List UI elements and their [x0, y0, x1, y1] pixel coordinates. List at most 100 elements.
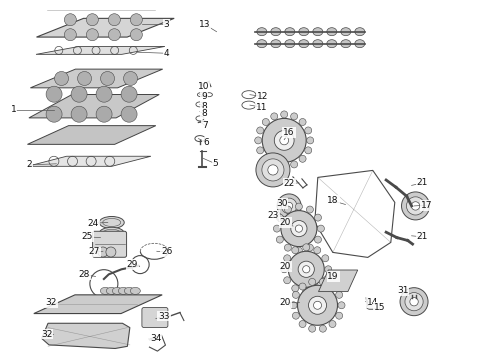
- Polygon shape: [36, 46, 165, 54]
- Text: 16: 16: [283, 128, 295, 137]
- Circle shape: [64, 14, 76, 26]
- Circle shape: [305, 127, 312, 134]
- Text: 20: 20: [279, 298, 291, 307]
- Circle shape: [307, 137, 314, 144]
- FancyBboxPatch shape: [93, 231, 126, 257]
- Circle shape: [400, 288, 428, 316]
- Text: 3: 3: [164, 20, 170, 29]
- Ellipse shape: [355, 40, 365, 48]
- Circle shape: [284, 244, 292, 251]
- Circle shape: [257, 127, 264, 134]
- Circle shape: [271, 161, 278, 168]
- Ellipse shape: [124, 287, 134, 294]
- Circle shape: [256, 153, 290, 187]
- Circle shape: [274, 131, 294, 150]
- Circle shape: [86, 29, 98, 41]
- Text: 8: 8: [201, 109, 207, 118]
- Text: 29: 29: [126, 260, 138, 269]
- Circle shape: [121, 86, 137, 102]
- Polygon shape: [34, 295, 162, 314]
- Text: 6: 6: [203, 138, 209, 147]
- Circle shape: [64, 29, 76, 41]
- Circle shape: [297, 285, 338, 325]
- Circle shape: [100, 72, 115, 85]
- Ellipse shape: [257, 28, 267, 36]
- Circle shape: [303, 288, 310, 295]
- Circle shape: [314, 285, 321, 292]
- Text: 30: 30: [276, 199, 288, 208]
- Ellipse shape: [99, 227, 124, 239]
- Ellipse shape: [327, 28, 337, 36]
- Circle shape: [281, 198, 297, 214]
- Text: 25: 25: [81, 233, 93, 242]
- Circle shape: [318, 225, 324, 232]
- Circle shape: [295, 203, 302, 210]
- Ellipse shape: [313, 40, 323, 48]
- Circle shape: [96, 106, 112, 122]
- Text: 17: 17: [420, 201, 432, 210]
- Circle shape: [281, 163, 288, 170]
- Circle shape: [292, 285, 299, 292]
- Circle shape: [293, 291, 299, 298]
- Polygon shape: [318, 270, 358, 292]
- Text: 14: 14: [367, 298, 378, 307]
- Circle shape: [309, 278, 316, 285]
- Circle shape: [98, 247, 108, 257]
- Circle shape: [325, 266, 332, 273]
- Circle shape: [284, 277, 291, 284]
- Text: 15: 15: [374, 303, 386, 312]
- Circle shape: [314, 247, 321, 254]
- Circle shape: [108, 14, 121, 26]
- Circle shape: [96, 86, 112, 102]
- Circle shape: [295, 225, 302, 232]
- Circle shape: [322, 277, 329, 284]
- Ellipse shape: [99, 216, 124, 229]
- Ellipse shape: [327, 40, 337, 48]
- Ellipse shape: [285, 40, 295, 48]
- Text: 32: 32: [41, 330, 52, 339]
- Circle shape: [281, 211, 317, 247]
- Text: 21: 21: [416, 179, 428, 188]
- Circle shape: [291, 113, 297, 120]
- Text: 1: 1: [11, 105, 17, 114]
- Text: 24: 24: [88, 219, 98, 228]
- Circle shape: [299, 155, 306, 162]
- Text: 8: 8: [201, 102, 207, 111]
- Circle shape: [329, 283, 336, 290]
- Circle shape: [329, 320, 336, 328]
- Ellipse shape: [367, 305, 376, 310]
- Text: 7: 7: [202, 121, 208, 130]
- Circle shape: [281, 111, 288, 118]
- Circle shape: [290, 302, 297, 309]
- Ellipse shape: [355, 28, 365, 36]
- Circle shape: [319, 325, 326, 332]
- Text: 13: 13: [199, 20, 211, 29]
- Circle shape: [271, 113, 278, 120]
- Circle shape: [298, 261, 315, 277]
- Circle shape: [262, 118, 270, 126]
- Circle shape: [299, 320, 306, 328]
- Circle shape: [291, 220, 307, 237]
- Polygon shape: [37, 18, 174, 37]
- Text: 32: 32: [46, 298, 57, 307]
- Text: 26: 26: [161, 248, 172, 256]
- Circle shape: [410, 297, 418, 306]
- Ellipse shape: [313, 28, 323, 36]
- Circle shape: [322, 255, 329, 262]
- Circle shape: [319, 278, 326, 285]
- Text: 9: 9: [201, 92, 207, 101]
- Circle shape: [54, 72, 69, 85]
- Circle shape: [277, 194, 301, 218]
- Circle shape: [106, 247, 116, 257]
- Circle shape: [291, 161, 297, 168]
- Circle shape: [130, 29, 143, 41]
- Circle shape: [46, 106, 62, 122]
- Circle shape: [306, 244, 314, 251]
- Ellipse shape: [130, 287, 140, 294]
- Circle shape: [273, 225, 280, 232]
- Circle shape: [86, 14, 98, 26]
- Circle shape: [288, 251, 324, 287]
- Text: 23: 23: [268, 211, 279, 220]
- Circle shape: [336, 312, 343, 319]
- Circle shape: [315, 214, 321, 221]
